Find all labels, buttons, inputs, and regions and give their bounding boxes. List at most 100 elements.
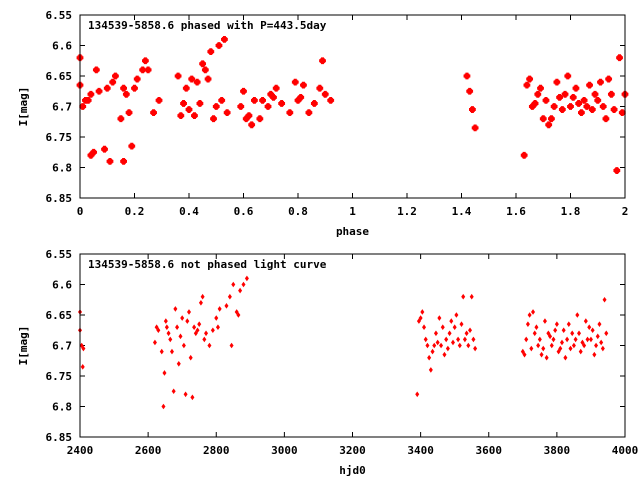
phased-data-point: [240, 87, 247, 95]
phased-data-point: [101, 145, 108, 153]
unphased-data-point: [594, 342, 599, 349]
unphased-data-point: [214, 315, 219, 321]
phased-data-point: [201, 66, 209, 74]
unphased-data-point: [162, 370, 167, 376]
unphased-data-point: [570, 330, 575, 337]
unphased-x-tick-label: 2400: [67, 444, 94, 457]
phased-data-point: [120, 84, 127, 92]
phased-x-tick-label: 0.6: [234, 205, 254, 218]
unphased-x-tick-label: 3200: [339, 444, 366, 457]
unphased-data-point: [471, 336, 476, 343]
phased-x-tick-label: 1.6: [506, 205, 526, 218]
unphased-data-point: [554, 321, 559, 327]
phased-data-point: [207, 48, 215, 55]
phased-data-point: [602, 115, 610, 123]
phased-data-point: [291, 78, 299, 86]
phased-data-point: [613, 167, 621, 174]
phased-data-point: [321, 90, 329, 98]
unphased-data-point: [577, 330, 582, 337]
unphased-data-point: [585, 336, 590, 343]
unphased-data-point: [152, 339, 157, 346]
phased-data-point: [90, 148, 98, 156]
phased-y-tick-label: 6.75: [46, 131, 73, 144]
phased-data-point: [550, 103, 558, 110]
phased-data-point: [556, 93, 563, 101]
phased-data-point: [79, 103, 87, 110]
unphased-data-point: [161, 403, 166, 410]
unphased-data-point: [415, 391, 420, 398]
unphased-data-point: [166, 330, 171, 337]
unphased-data-point: [541, 345, 546, 352]
phased-data-point: [531, 100, 539, 107]
unphased-data-point: [532, 330, 537, 337]
unphased-x-tick-label: 3600: [476, 444, 503, 457]
phased-data-point: [583, 103, 591, 110]
phased-data-point: [250, 97, 258, 104]
phased-plot-frame: [79, 14, 626, 199]
unphased-data-point: [180, 315, 185, 321]
unphased-data-point: [578, 348, 583, 355]
unphased-data-point: [447, 330, 452, 337]
phased-data-point: [215, 42, 223, 49]
unphased-data-point: [224, 303, 229, 309]
unphased-data-point: [600, 345, 605, 352]
phased-data-point: [117, 115, 125, 123]
phased-data-point: [542, 97, 550, 104]
phased-data-point: [150, 109, 157, 116]
phased-x-tick-label: 1.4: [452, 205, 472, 218]
phased-data-point: [575, 100, 583, 107]
unphased-data-point: [558, 345, 563, 352]
phased-data-point: [264, 103, 272, 110]
phased-data-point: [580, 97, 588, 104]
unphased-data-point: [531, 309, 536, 315]
unphased-data-point: [231, 281, 236, 288]
unphased-data-point: [573, 336, 578, 343]
unphased-data-point: [204, 330, 209, 337]
phased-data-point: [286, 109, 294, 116]
unphased-data-point: [195, 327, 200, 334]
unphased-data-point: [442, 351, 447, 358]
unphased-data-point: [456, 336, 461, 343]
unphased-data-point: [452, 324, 457, 330]
unphased-y-tick-label: 6.8: [52, 401, 72, 414]
unphased-y-tick-label: 6.85: [46, 431, 73, 444]
phased-axis-ticks: 0 0.2 0.4 0.6 0.8 1 1.2 1.4 1.6 1.8 2 6.55 6.6 6.65 6.…: [46, 9, 629, 218]
phased-data-point: [586, 81, 593, 89]
phased-x-tick-label: 0.8: [288, 205, 308, 218]
unphased-data-point: [190, 394, 195, 401]
unphased-data-point: [565, 336, 570, 343]
phased-data-point: [193, 78, 201, 86]
phased-data-point: [144, 66, 152, 74]
unphased-data-point: [534, 324, 539, 330]
unphased-data-point: [587, 324, 592, 330]
phased-data-point: [188, 75, 196, 83]
phased-data-point: [270, 93, 277, 101]
unphased-data-point: [416, 318, 421, 324]
phased-data-point: [316, 84, 324, 92]
unphased-data-point: [217, 306, 222, 312]
phased-data-point: [471, 124, 479, 132]
phased-data-point: [139, 66, 147, 74]
phased-chart-title: 134539-5858.6 phased with P=443.5day: [88, 19, 327, 32]
unphased-data-point: [422, 324, 427, 330]
unphased-data-point: [592, 351, 597, 358]
phased-data-point: [523, 81, 531, 89]
phased-data-point: [92, 66, 100, 74]
phased-data-point: [558, 106, 566, 113]
unphased-data-point: [524, 336, 529, 343]
phased-data-point: [469, 106, 476, 113]
unphased-data-point: [439, 342, 444, 349]
unphased-y-tick-label: 6.55: [46, 248, 73, 261]
unphased-data-point: [536, 342, 541, 349]
unphased-data-point: [164, 324, 169, 330]
phased-data-point: [278, 100, 286, 107]
unphased-chart-title: 134539-5858.6 not phased light curve: [88, 258, 327, 271]
unphased-data-point: [156, 327, 161, 334]
unphased-data-point: [423, 336, 428, 343]
unphased-plot-frame: [79, 253, 626, 438]
unphased-data-point: [542, 318, 547, 324]
unphased-y-tick-label: 6.6: [52, 279, 72, 292]
phased-data-point: [177, 112, 185, 120]
unphased-data-point: [459, 321, 464, 327]
unphased-data-point: [238, 287, 243, 294]
